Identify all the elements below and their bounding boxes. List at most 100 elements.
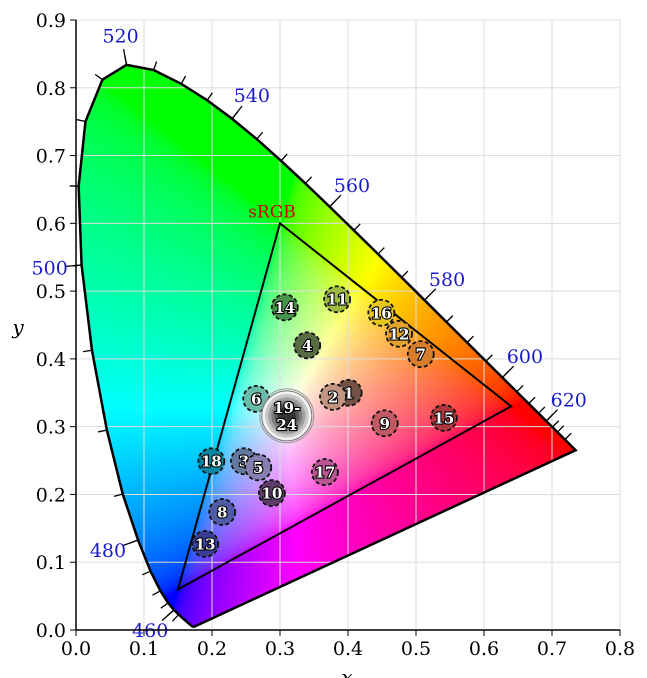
- x-tick-label: 0.8: [605, 638, 635, 660]
- neutral-label-top: 19-: [273, 399, 300, 417]
- patch-label: 18: [201, 453, 222, 471]
- color-patch-15: 15: [429, 403, 458, 432]
- y-tick-label: 0.5: [36, 281, 66, 303]
- axes: 0.0 0.1 0.2 0.3 0.4 0.5 0.6 0.7 0.8 0.0 0.1 0.2 0.3 0…: [36, 10, 635, 660]
- patch-label: 4: [302, 337, 312, 355]
- color-patch-14: 14: [270, 293, 299, 322]
- x-tick-label: 0.2: [197, 638, 227, 660]
- color-patch-6: 6: [242, 384, 271, 413]
- y-tick-label: 0.9: [36, 10, 66, 32]
- y-tick-label: 0.1: [36, 552, 66, 574]
- wavelength-tick: [556, 425, 565, 433]
- wavelength-tick: [152, 590, 161, 596]
- wavelength-tick: [160, 602, 169, 609]
- wavelength-tick: [538, 406, 546, 414]
- y-tick-label: 0.4: [36, 349, 66, 371]
- grid: [75, 19, 621, 631]
- wavelength-tick: [564, 432, 572, 441]
- patch-marker: [323, 285, 352, 314]
- wavelength-tick: [97, 429, 108, 433]
- color-patch-12: 12: [385, 319, 413, 348]
- color-patch-4: 4: [293, 331, 322, 360]
- patch-marker: [385, 319, 413, 348]
- color-patch-5: 5: [244, 453, 273, 482]
- patch-label: 13: [195, 535, 216, 553]
- patch-label: 15: [433, 409, 454, 427]
- wavelength-label: 500: [32, 258, 68, 280]
- color-patch-18: 18: [197, 447, 226, 476]
- color-patch-8: 8: [208, 498, 237, 526]
- patch-label: 12: [389, 325, 410, 343]
- y-tick-label: 0.3: [36, 417, 66, 439]
- wavelength-major-tick: [545, 409, 558, 422]
- color-patch-17: 17: [310, 458, 339, 486]
- wavelength-tick: [280, 153, 288, 162]
- wavelength-label: 480: [90, 540, 126, 562]
- color-patch-7: 7: [406, 340, 435, 369]
- neutral-label-bottom: 24: [276, 416, 297, 434]
- y-tick-label: 0.6: [36, 213, 66, 235]
- wavelength-tick: [206, 92, 213, 101]
- y-tick-label: 0.0: [36, 620, 66, 642]
- y-tick-label: 0.8: [36, 78, 66, 100]
- wavelength-tick: [485, 354, 493, 362]
- wavelength-major-tick: [161, 609, 175, 622]
- patch-marker: [270, 293, 299, 322]
- wavelength-tick: [153, 61, 158, 71]
- wavelength-label: 620: [551, 390, 587, 412]
- patch-marker: [367, 298, 396, 327]
- x-axis-label: x: [341, 665, 352, 678]
- wavelength-tick: [94, 73, 103, 81]
- x-tick-label: 0.3: [265, 638, 295, 660]
- patch-marker: [257, 479, 286, 507]
- wavelength-tick: [142, 570, 151, 576]
- color-patch-13: 13: [191, 530, 220, 558]
- patch-marker: [429, 403, 458, 432]
- color-patch-11: 11: [323, 285, 352, 314]
- patch-marker: [406, 340, 435, 369]
- patch-label: 6: [251, 390, 261, 408]
- patch-label: 9: [380, 415, 390, 433]
- patch-label: 17: [314, 464, 335, 482]
- color-patch-2: 2: [319, 382, 347, 411]
- patch-label: 10: [261, 485, 282, 503]
- color-patch-9: 9: [370, 409, 399, 438]
- neutral-outer-ring: [259, 388, 315, 444]
- wavelength-tick: [466, 335, 474, 343]
- wavelength-tick: [76, 118, 86, 123]
- wavelength-major-tick: [424, 288, 437, 301]
- patch-marker: [244, 453, 273, 482]
- patch-label: 16: [371, 304, 392, 322]
- patch-marker: [197, 447, 226, 476]
- neutral-ring: [277, 406, 296, 425]
- srgb-triangle: [176, 221, 514, 592]
- color-patch-16: 16: [367, 298, 396, 327]
- wavelength-major-tick: [231, 105, 243, 120]
- y-tick-label: 0.2: [36, 484, 66, 506]
- wavelength-tick: [377, 247, 385, 255]
- wavelength-tick: [528, 396, 536, 405]
- wavelength-label: 600: [507, 346, 543, 368]
- patch-marker: [208, 498, 237, 526]
- wavelength-tick: [516, 384, 524, 393]
- x-tick-label: 0.0: [61, 638, 91, 660]
- patch-label: 11: [327, 291, 348, 309]
- patch-label: 7: [416, 346, 426, 364]
- x-tick-label: 0.5: [401, 638, 431, 660]
- y-tick-label: 0.7: [36, 146, 66, 168]
- wavelength-label: 580: [429, 269, 465, 291]
- wavelength-tick: [353, 223, 361, 231]
- wavelength-tick: [401, 270, 409, 278]
- patch-marker: [293, 331, 322, 360]
- x-tick-label: 0.7: [537, 638, 567, 660]
- wavelength-tick: [82, 349, 93, 353]
- wavelength-label: 460: [132, 620, 168, 642]
- wavelength-tick: [551, 420, 560, 428]
- patch-label: 2: [328, 388, 338, 406]
- wavelength-tick: [446, 315, 454, 323]
- patch-marker: [191, 530, 220, 558]
